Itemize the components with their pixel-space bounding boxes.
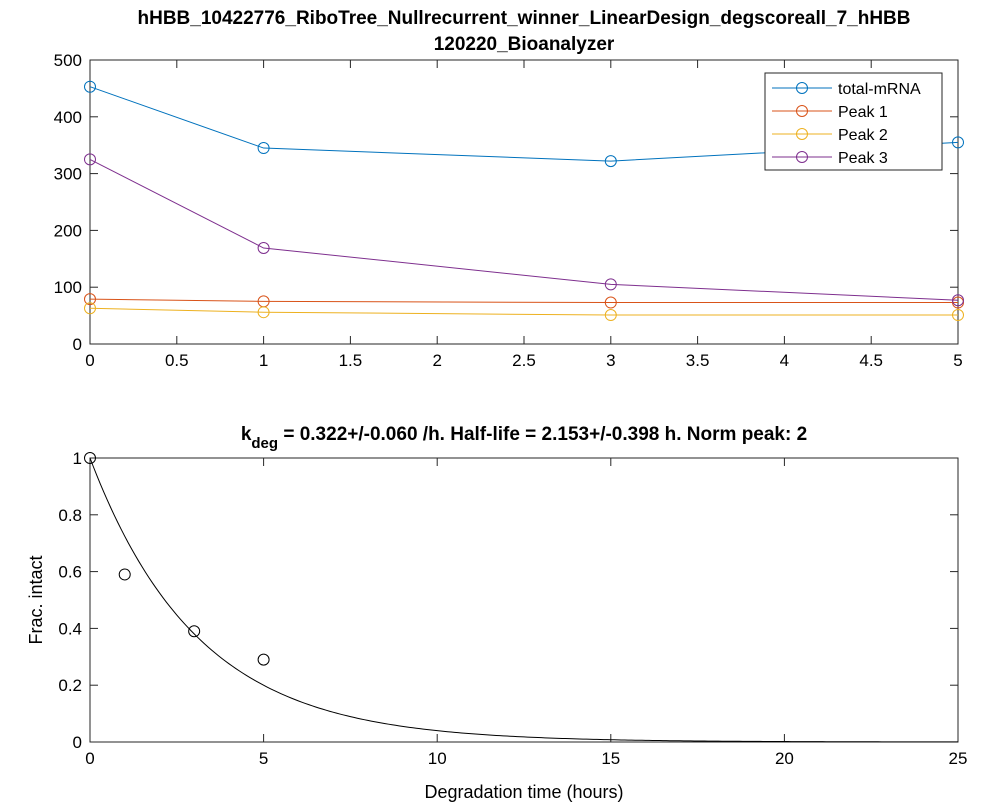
bottom-y-tick-label: 0.4 [58, 619, 82, 638]
top-x-tick-label: 4 [780, 351, 789, 370]
bottom-chart: kdeg = 0.322+/-0.060 /h. Half-life = 2.1… [26, 424, 967, 802]
title-rest: = 0.322+/-0.060 /h. Half-life = 2.153+/-… [278, 424, 807, 445]
y-axis-label: Frac. intact [26, 555, 46, 644]
bottom-y-tick-label: 1 [73, 449, 82, 468]
top-x-tick-label: 5 [953, 351, 962, 370]
top-x-tick-label: 1 [259, 351, 268, 370]
bottom-axes: 0 5 10 15 20 25 0 0.2 0.4 0.6 0.8 1 [58, 449, 967, 768]
series-2-point [952, 309, 964, 322]
bottom-y-tick-label: 0 [73, 733, 82, 752]
series-2-point [257, 306, 270, 319]
top-y-tick-label: 0 [73, 335, 82, 354]
legend-label-2: Peak 2 [838, 127, 888, 144]
legend-marker-1 [796, 105, 808, 117]
top-y-tick-label: 400 [54, 108, 82, 127]
bottom-y-tick-label: 0.2 [58, 676, 82, 695]
data-point [257, 653, 270, 666]
legend-label-3: Peak 3 [838, 150, 888, 167]
bottom-y-tick-label: 0.8 [58, 506, 82, 525]
series-3-point [604, 278, 617, 291]
series-2-point [604, 309, 617, 322]
top-x-tick-label: 2 [432, 351, 441, 370]
series-1-point [84, 293, 96, 306]
series-2-point [84, 302, 96, 315]
series-3-point [84, 153, 96, 166]
bottom-chart-title: kdeg = 0.322+/-0.060 /h. Half-life = 2.1… [241, 424, 807, 452]
title-k: k [241, 424, 252, 445]
top-x-tick-label: 4.5 [859, 351, 883, 370]
top-chart-subtitle: 120220_Bioanalyzer [434, 34, 615, 55]
series-1-point [604, 296, 617, 309]
series-3-point [257, 242, 270, 255]
data-point [84, 452, 96, 464]
legend-items: total-mRNA Peak 1 Peak 2 Peak 3 [772, 81, 921, 167]
legend-marker-3 [796, 151, 808, 163]
series-3-point [952, 294, 964, 307]
top-y-tick-label: 500 [54, 51, 82, 70]
top-x-tick-label: 3 [606, 351, 615, 370]
series-0-point [257, 142, 270, 155]
top-axes: 0 0.5 1 1.5 2 2.5 3 3.5 4 4.5 5 0 100 200 300 400 500 [54, 51, 963, 370]
bottom-series [84, 452, 958, 743]
fit-curve [89, 457, 958, 743]
series-0-point [84, 80, 96, 93]
legend-box [764, 72, 943, 171]
bottom-plot-area [89, 457, 959, 743]
legend-label-0: total-mRNA [838, 81, 921, 98]
top-x-tick-label: 0 [85, 351, 94, 370]
series-0-point [952, 136, 964, 149]
bottom-x-tick-label: 20 [775, 749, 794, 768]
top-chart: hHBB_10422776_RiboTree_Nullrecurrent_win… [54, 8, 964, 370]
top-x-tick-label: 1.5 [339, 351, 363, 370]
legend-marker-2 [796, 128, 808, 140]
series-line-1 [89, 298, 958, 304]
legend-marker-0 [796, 82, 808, 94]
top-chart-title: hHBB_10422776_RiboTree_Nullrecurrent_win… [138, 8, 911, 29]
bottom-x-tick-label: 5 [259, 749, 268, 768]
title-subscript: deg [251, 435, 278, 452]
bottom-y-tick-label: 0.6 [58, 563, 82, 582]
bottom-x-tick-label: 0 [85, 749, 94, 768]
legend: total-mRNA Peak 1 Peak 2 Peak 3 [764, 72, 943, 171]
series-line-2 [89, 307, 958, 316]
top-y-tick-label: 100 [54, 278, 82, 297]
top-x-tick-label: 2.5 [512, 351, 536, 370]
data-point [188, 625, 201, 638]
data-point [118, 568, 131, 581]
series-0-point [604, 155, 617, 168]
top-x-tick-label: 3.5 [686, 351, 710, 370]
top-y-tick-label: 200 [54, 221, 82, 240]
top-x-tick-label: 0.5 [165, 351, 189, 370]
legend-label-1: Peak 1 [838, 104, 888, 121]
top-y-tick-label: 300 [54, 165, 82, 184]
bottom-x-tick-label: 10 [428, 749, 447, 768]
bottom-x-tick-label: 25 [949, 749, 968, 768]
x-axis-label: Degradation time (hours) [424, 782, 623, 802]
bottom-x-tick-label: 15 [601, 749, 620, 768]
series-line-3 [89, 158, 959, 301]
